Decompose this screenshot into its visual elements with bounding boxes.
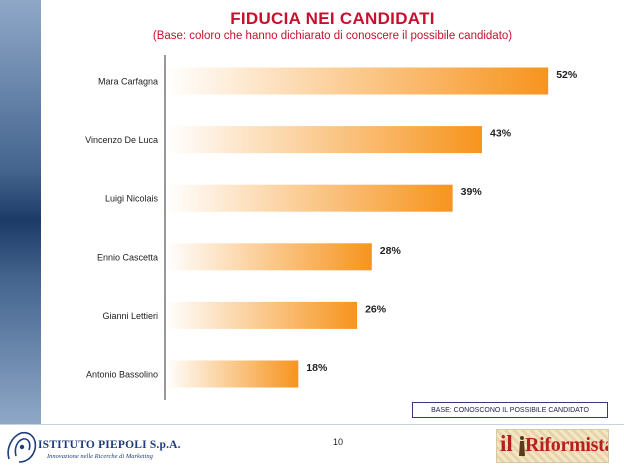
bar (166, 184, 453, 212)
category-label: Ennio Cascetta (97, 252, 158, 262)
category-label: Luigi Nicolais (105, 194, 159, 204)
value-label: 26% (365, 303, 387, 315)
value-label: 28% (380, 245, 402, 257)
bar (166, 301, 358, 329)
value-label: 18% (306, 362, 328, 374)
footer-divider (0, 424, 624, 425)
value-label: 39% (461, 186, 483, 198)
bar (166, 243, 372, 271)
bar (166, 67, 549, 95)
base-note: BASE: CONOSCONO IL POSSIBILE CANDIDATO (412, 402, 608, 418)
bar (166, 360, 299, 388)
statue-icon (519, 436, 525, 456)
category-label: Mara Carfagna (98, 77, 158, 87)
value-label: 43% (490, 128, 512, 140)
chart-subtitle: (Base: coloro che hanno dichiarato di co… (152, 30, 513, 42)
value-label: 52% (556, 69, 578, 81)
bar (166, 126, 483, 154)
page-number: 10 (332, 437, 343, 447)
newspaper-name: Riformista (525, 434, 609, 456)
bar-chart: Mara Carfagna 52% Vincenzo De Luca 43% Luigi… (85, 55, 578, 400)
category-label: Antonio Bassolino (86, 370, 158, 380)
newspaper-il: il (500, 431, 513, 456)
side-decor-band (0, 0, 41, 424)
institute-tagline: Innovazione nelle Ricerche di Marketing (47, 453, 153, 460)
category-label: Gianni Lettieri (102, 311, 158, 321)
riformista-logo: il Riformista (496, 429, 609, 463)
category-label: Vincenzo De Luca (85, 135, 158, 145)
institute-name: ISTITUTO PIEPOLI S.p.A. (38, 439, 181, 451)
piepoli-logo-icon (7, 431, 37, 463)
chart-title: FIDUCIA NEI CANDIDATI (230, 9, 435, 28)
